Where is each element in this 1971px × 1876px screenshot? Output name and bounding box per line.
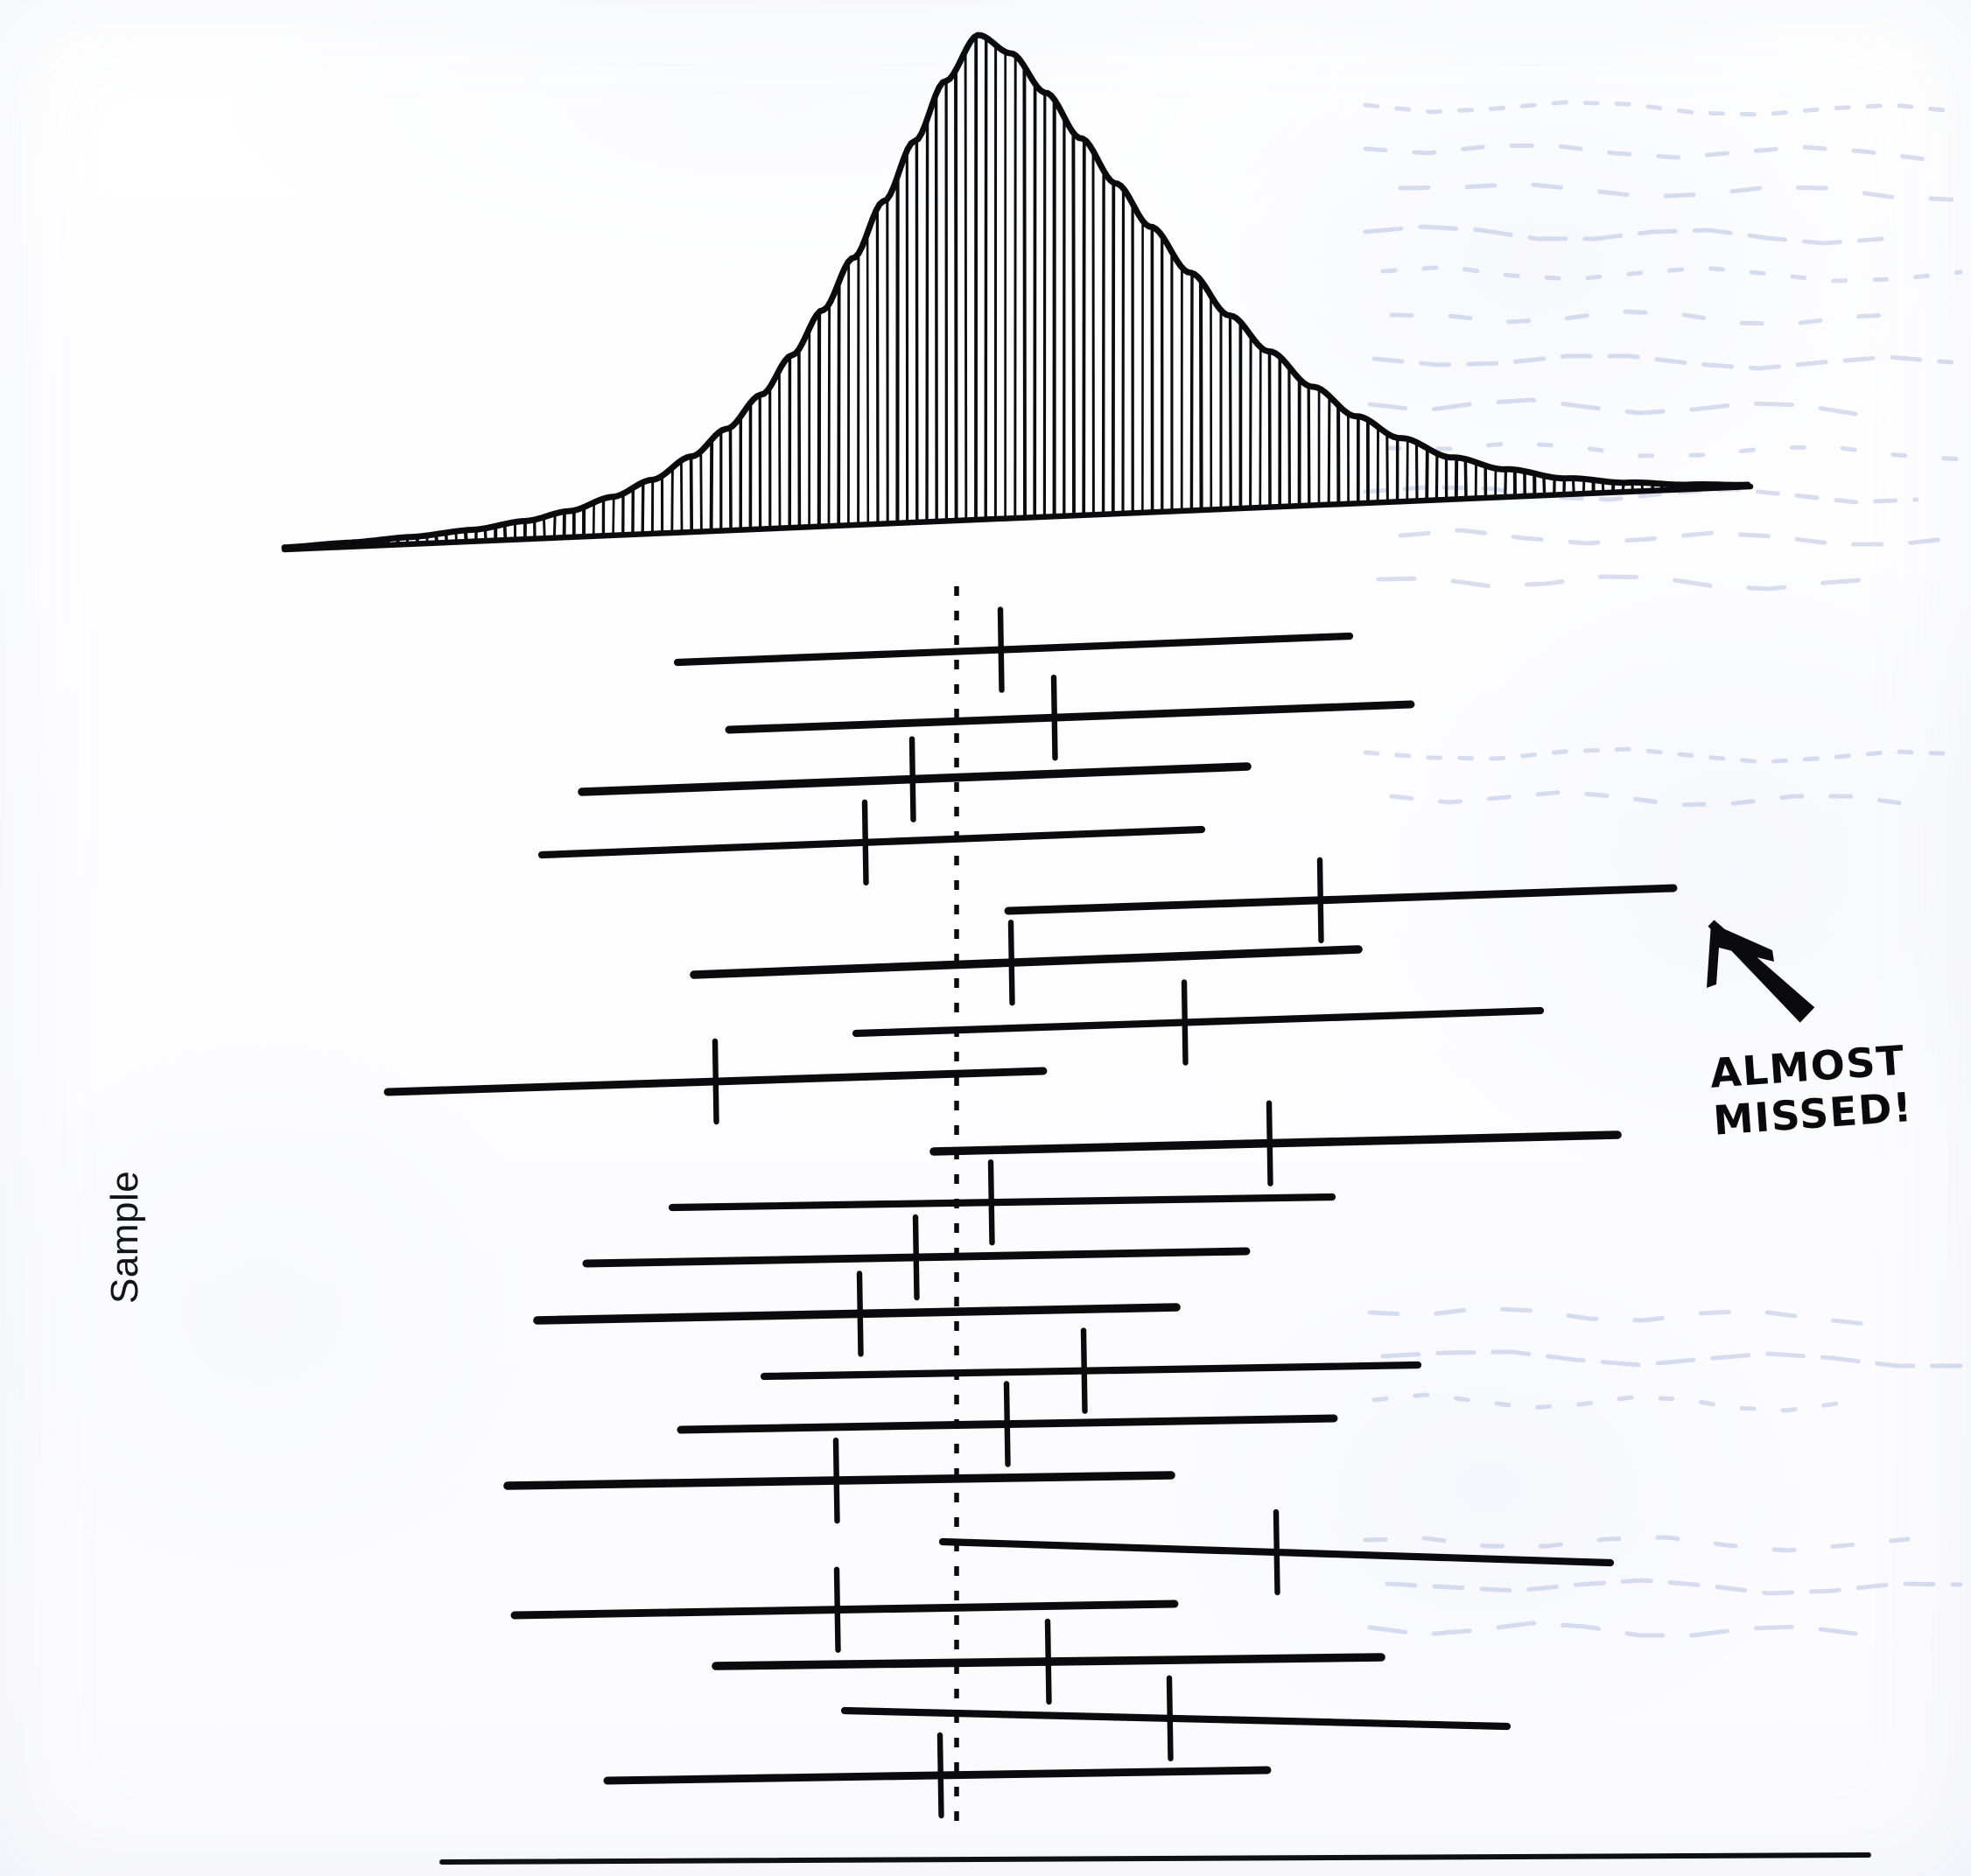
annotation-layer [0, 0, 1971, 1876]
annotation-almost-missed: ALMOST MISSED! [1708, 1036, 1914, 1144]
figure-canvas: Sample ALMOST MISSED! [0, 0, 1971, 1876]
annotation-arrow [1707, 920, 1814, 1022]
y-axis-label: Sample [103, 1171, 147, 1304]
